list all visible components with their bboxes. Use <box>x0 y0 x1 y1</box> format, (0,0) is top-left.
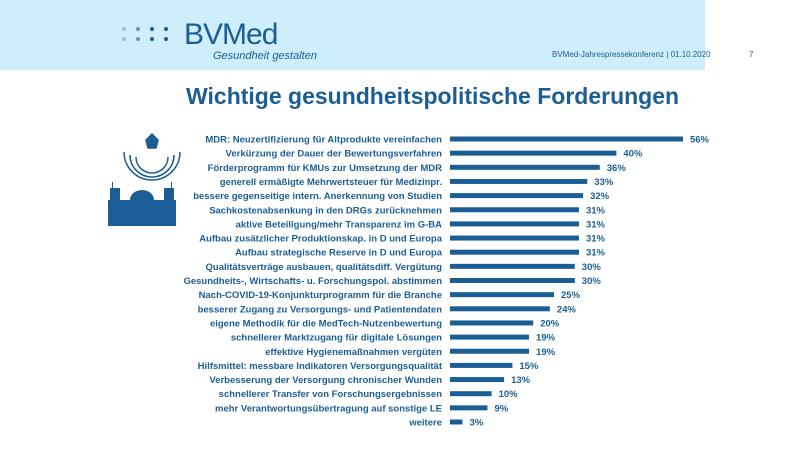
bar <box>450 419 463 425</box>
bar <box>450 164 600 170</box>
category-label: effektive Hygienemaßnahmen vergüten <box>265 347 442 358</box>
category-label: Nach-COVID-19-Konjunkturprogramm für die… <box>199 290 442 301</box>
bar <box>450 292 554 298</box>
value-label: 10% <box>499 389 519 400</box>
page-title: Wichtige gesundheitspolitische Forderung… <box>186 83 680 109</box>
header-band <box>0 0 705 70</box>
bar <box>450 263 575 269</box>
category-label: weitere <box>408 418 442 429</box>
category-label: Gesundheits-, Wirtschafts- u. Forschungs… <box>183 276 442 287</box>
value-label: 31% <box>586 234 606 245</box>
value-label: 13% <box>511 375 531 386</box>
bar <box>450 235 579 241</box>
value-label: 19% <box>536 333 556 344</box>
bar <box>450 348 530 354</box>
category-label: Verbesserung der Versorgung chronischer … <box>209 375 442 386</box>
category-label: aktive Beteiligung/mehr Transparenz im G… <box>236 219 443 230</box>
page-number: 7 <box>749 50 754 59</box>
category-label: Aufbau strategische Reserve in D und Eur… <box>235 248 443 259</box>
bar <box>450 136 683 142</box>
value-label: 36% <box>607 163 627 174</box>
value-label: 19% <box>536 347 556 358</box>
category-label: Verkürzung der Dauer der Bewertungsverfa… <box>226 149 443 160</box>
category-label: schnellerer Marktzugang für digitale Lös… <box>231 333 442 344</box>
logo: BVMed <box>184 18 278 51</box>
bar <box>450 320 534 326</box>
category-label: Hilfsmittel: messbare Indikatoren Versor… <box>198 361 443 372</box>
category-label: generell ermäßigte Mehrwertsteuer für Me… <box>220 177 442 188</box>
category-label: MDR: Neuzertifizierung für Altprodukte v… <box>205 135 442 146</box>
value-label: 40% <box>623 149 643 160</box>
bar <box>450 150 617 156</box>
bar <box>450 178 588 184</box>
value-label: 3% <box>469 418 483 429</box>
category-label: schnellerer Transfer von Forschungsergeb… <box>219 389 443 400</box>
value-label: 31% <box>586 205 606 216</box>
category-label: Aufbau zusätzlicher Produktionskap. in D… <box>199 234 443 245</box>
bar <box>450 391 492 397</box>
category-label: besserer Zugang zu Versorgungs- und Pati… <box>198 304 443 315</box>
category-label: Qualitätsverträge ausbauen, qualitätsdif… <box>206 262 443 273</box>
value-label: 25% <box>561 290 581 301</box>
category-label: bessere gegenseitige intern. Anerkennung… <box>193 191 442 202</box>
value-label: 9% <box>494 403 508 414</box>
conference-label: BVMed-Jahrespressekonferenz | 01.10.2020 <box>552 50 711 59</box>
bar <box>450 362 513 368</box>
reichstag-building-icon <box>108 182 176 226</box>
value-label: 30% <box>582 276 602 287</box>
value-label: 33% <box>594 177 614 188</box>
value-label: 24% <box>557 304 577 315</box>
value-label: 20% <box>540 318 560 329</box>
value-label: 31% <box>586 219 606 230</box>
bar <box>450 221 579 227</box>
category-label: Sachkostenabsenkung in den DRGs zurückne… <box>209 205 442 216</box>
bar <box>450 405 488 411</box>
bar <box>450 207 579 213</box>
value-label: 56% <box>690 135 710 146</box>
bar <box>450 193 584 199</box>
bar <box>450 249 579 255</box>
bundestag-eagle-icon <box>123 132 181 181</box>
value-label: 15% <box>519 361 539 372</box>
bar <box>450 334 530 340</box>
category-label: Förderprogramm für KMUs zur Umsetzung de… <box>208 163 442 174</box>
tagline: Gesundheit gestalten <box>213 50 317 62</box>
value-label: 32% <box>590 191 610 202</box>
bar <box>450 306 550 312</box>
value-label: 31% <box>586 248 606 259</box>
value-label: 30% <box>582 262 602 273</box>
bar <box>450 278 575 283</box>
category-label: eigene Methodik für die MedTech-Nutzenbe… <box>210 318 442 329</box>
category-label: mehr Verantwortungsübertragung auf sonst… <box>215 403 442 414</box>
bar <box>450 377 505 383</box>
